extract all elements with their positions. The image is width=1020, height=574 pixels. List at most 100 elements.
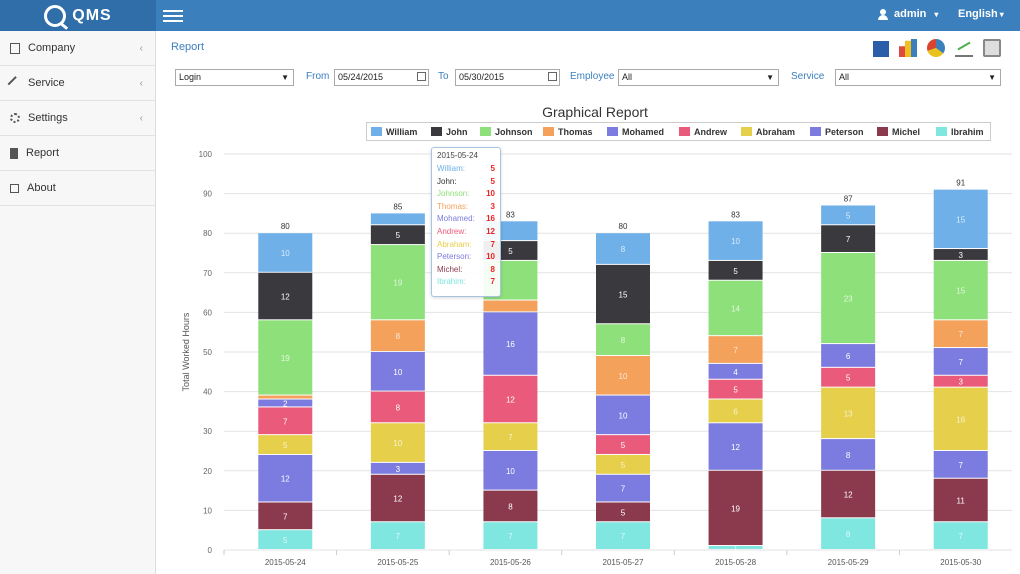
bar-value-label: 3 xyxy=(396,465,401,474)
to-date-field[interactable]: 05/30/2015 xyxy=(455,69,560,86)
bar-segment xyxy=(258,399,313,407)
service-select[interactable]: All ▼ xyxy=(835,69,1001,86)
tooltip-series-value: 10 xyxy=(486,189,495,199)
tooltip-series-name: William: xyxy=(437,164,465,173)
edit-icon xyxy=(10,183,19,193)
bar-segment xyxy=(708,336,763,363)
chevron-left-icon: ‹ xyxy=(139,112,143,124)
sidebar-item-service[interactable]: Service ‹ xyxy=(0,66,155,101)
bar-value-label: 5 xyxy=(283,441,288,450)
bar-value-label: 7 xyxy=(621,485,626,494)
bar-value-label: 19 xyxy=(731,504,740,513)
sidebar-item-report[interactable]: Report xyxy=(0,136,155,171)
brand-logo[interactable]: QMS xyxy=(0,0,156,31)
bar-value-label: 5 xyxy=(733,267,738,276)
bar-segment xyxy=(258,272,313,320)
print-icon[interactable] xyxy=(983,39,1001,57)
bar-segment xyxy=(821,367,876,387)
bar-segment xyxy=(596,502,650,522)
bar-value-label: 19 xyxy=(281,354,290,363)
tooltip-series-value: 8 xyxy=(490,264,495,274)
bar-value-label: 8 xyxy=(621,245,626,254)
tooltip-series-value: 10 xyxy=(486,252,495,262)
bar-segment xyxy=(258,502,313,530)
tooltip-row: Thomas: 3 xyxy=(437,201,495,214)
tooltip-series-name: Andrew: xyxy=(437,226,467,236)
bar-segment xyxy=(370,352,425,391)
legend-label: Thomas xyxy=(558,127,593,137)
bar-value-label: 10 xyxy=(619,372,628,381)
sidebar-item-settings[interactable]: Settings ‹ xyxy=(0,101,155,136)
line-chart-icon[interactable] xyxy=(955,39,973,57)
bar-segment xyxy=(933,249,988,260)
sidebar-item-company[interactable]: Company ‹ xyxy=(0,31,155,66)
bar-segment xyxy=(483,451,538,490)
bar-value-label: 15 xyxy=(956,287,965,296)
bar-segment xyxy=(258,530,313,549)
legend-label: Andrew xyxy=(694,127,728,137)
bar-value-label: 3 xyxy=(958,251,963,260)
bar-value-label: 5 xyxy=(621,461,626,470)
bar-total-label: 83 xyxy=(731,210,740,219)
bar-segment xyxy=(708,470,763,546)
tooltip-row: Andrew: 12 xyxy=(437,226,495,239)
from-date-field[interactable]: 05/24/2015 xyxy=(334,69,429,86)
bar-segment xyxy=(933,320,988,348)
bar-value-label: 14 xyxy=(731,304,740,313)
x-tick-label: 2015-05-28 xyxy=(715,558,756,567)
bar-value-label: 10 xyxy=(281,249,290,258)
calendar-icon[interactable] xyxy=(417,72,426,81)
caret-down-icon: ▾ xyxy=(999,10,1004,19)
logo-q-icon xyxy=(44,4,67,27)
report-type-select[interactable]: Login ▼ xyxy=(175,69,294,86)
calendar-icon[interactable] xyxy=(548,72,557,81)
legend-swatch xyxy=(371,127,382,136)
bar-value-label: 8 xyxy=(846,451,851,460)
bar-value-label: 8 xyxy=(396,403,401,412)
bar-segment xyxy=(370,320,425,351)
chevron-left-icon: ‹ xyxy=(139,42,143,54)
grid-icon[interactable] xyxy=(871,39,889,57)
brand-name: QMS xyxy=(72,6,112,24)
bar-value-label: 15 xyxy=(619,291,628,300)
bar-segment xyxy=(933,375,988,387)
bar-segment xyxy=(596,454,650,474)
bar-value-label: 8 xyxy=(396,332,401,341)
to-label: To xyxy=(438,71,449,82)
bar-value-label: 8 xyxy=(621,336,626,345)
chart-legend xyxy=(366,122,991,141)
legend-swatch xyxy=(741,127,752,136)
x-tick-label: 2015-05-24 xyxy=(265,558,306,567)
top-bar: QMS admin ▾ English ▾ xyxy=(0,0,1020,31)
bar-segment xyxy=(596,435,650,454)
pie-chart-icon[interactable] xyxy=(927,39,945,57)
bar-total-label: 87 xyxy=(844,194,853,203)
bar-value-label: 12 xyxy=(506,396,515,405)
bar-segment xyxy=(370,423,425,462)
tooltip-row: Mohamed: 16 xyxy=(437,213,495,226)
legend-label: William xyxy=(386,127,417,137)
legend-label: Peterson xyxy=(825,127,864,137)
bar-segment xyxy=(258,435,313,454)
bar-value-label: 6 xyxy=(846,352,851,361)
bar-segment xyxy=(821,225,876,252)
breadcrumb[interactable]: Report xyxy=(171,41,205,53)
menu-toggle-icon[interactable] xyxy=(163,7,183,23)
sidebar-item-about[interactable]: About xyxy=(0,171,155,206)
bar-value-label: 16 xyxy=(956,415,965,424)
bar-segment xyxy=(708,221,763,260)
legend-swatch xyxy=(877,127,888,136)
legend-swatch xyxy=(607,127,618,136)
bar-segment xyxy=(370,474,425,522)
bar-segment xyxy=(483,522,538,549)
dropdown-arrow-icon: ▼ xyxy=(988,73,996,82)
tooltip-series-value: 16 xyxy=(486,214,495,224)
legend-swatch xyxy=(936,127,947,136)
bar-total-label: 85 xyxy=(393,202,402,211)
employee-select[interactable]: All ▼ xyxy=(618,69,779,86)
language-menu[interactable]: English ▾ xyxy=(958,8,1004,20)
tooltip-series-value: 5 xyxy=(490,176,495,186)
y-tick-label: 80 xyxy=(203,229,212,238)
user-menu[interactable]: admin ▾ xyxy=(878,8,938,20)
